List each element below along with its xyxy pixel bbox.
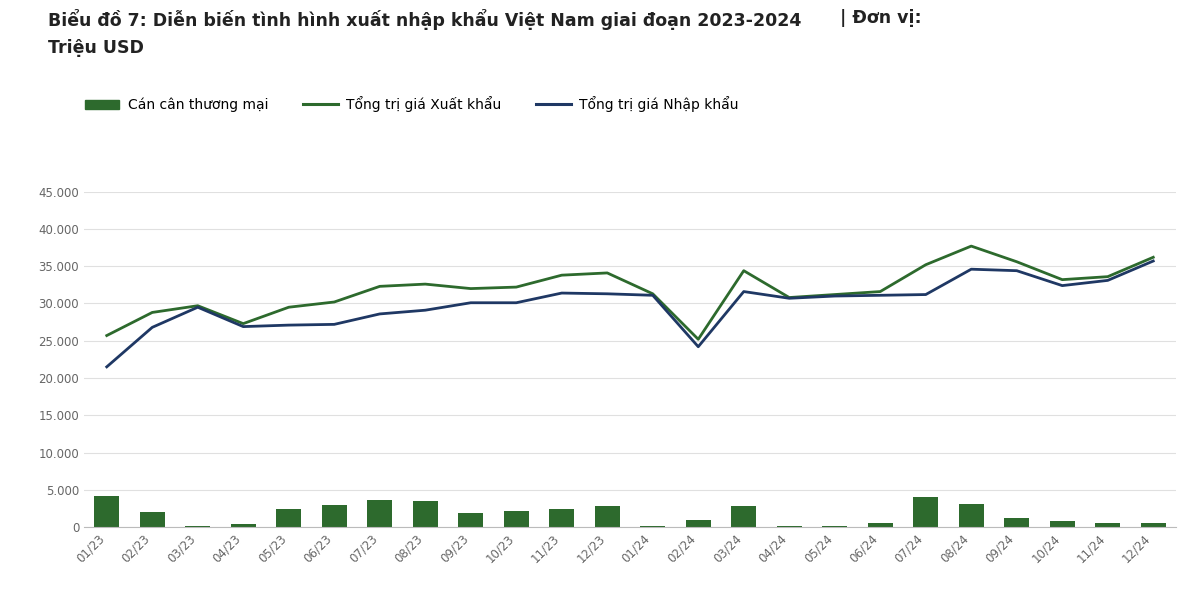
Bar [276,509,301,527]
Bar [95,496,119,527]
Text: Triệu USD: Triệu USD [48,39,144,57]
Bar [139,512,164,527]
Bar [595,506,619,527]
Bar [1141,524,1165,527]
Bar [550,509,575,527]
Bar [959,504,984,527]
Bar [641,526,665,527]
Bar [185,526,210,527]
Text: Biểu đồ 7: Diễn biến tình hình xuất nhập khẩu Việt Nam giai đoạn 2023-2024: Biểu đồ 7: Diễn biến tình hình xuất nhập… [48,9,802,30]
Bar [504,512,529,527]
Bar [1050,521,1075,527]
Bar [868,524,893,527]
Legend: Cán cân thương mại, Tổng trị giá Xuất khẩu, Tổng trị giá Nhập khẩu: Cán cân thương mại, Tổng trị giá Xuất kh… [79,91,744,118]
Text: | Đơn vị:: | Đơn vị: [834,9,922,27]
Bar [367,500,392,527]
Bar [822,526,847,527]
Bar [731,506,756,527]
Bar [1004,518,1030,527]
Bar [913,497,938,527]
Bar [685,520,710,527]
Bar [458,513,484,527]
Bar [230,524,256,527]
Bar [1096,524,1121,527]
Bar [322,505,347,527]
Bar [413,501,438,527]
